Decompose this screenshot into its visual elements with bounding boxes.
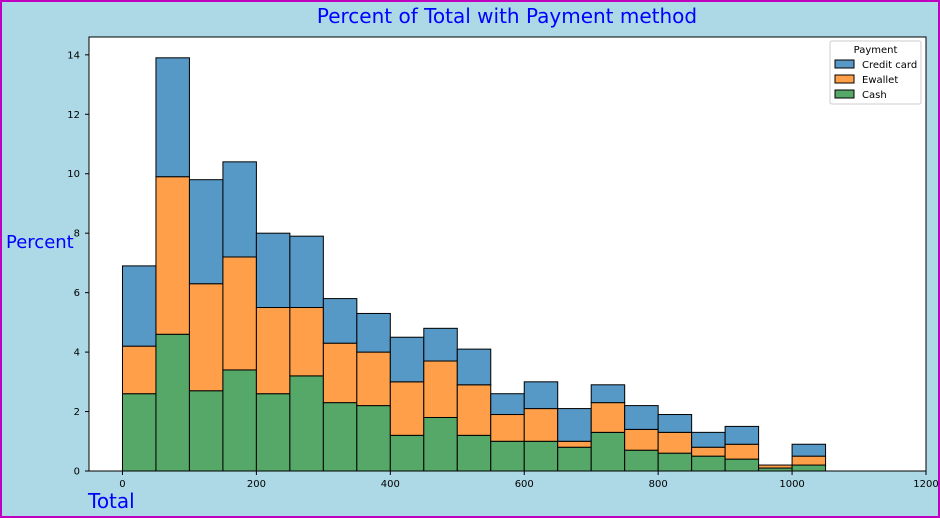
bar-ewallet-bin-4 [255, 307, 291, 395]
bar-credit-card-bin-4 [255, 232, 291, 309]
bar-ewallet-bin-13 [557, 440, 592, 448]
bar-credit-card-bin-9 [423, 327, 458, 362]
bar-cash-bin-18 [724, 458, 760, 472]
bar-ewallet-bin-14 [590, 402, 626, 433]
legend-swatch-cash [834, 89, 855, 99]
bar-ewallet-bin-7 [356, 351, 391, 407]
x-tick-label: 200 [247, 479, 266, 490]
bar-credit-card-bin-2 [188, 179, 224, 285]
y-axis-label: Percent [6, 232, 74, 253]
y-tick-label: 0 [74, 467, 80, 478]
bar-ewallet-bin-9 [423, 360, 458, 418]
y-ticks-group: 0 2 4 6 8 10 12 14 [67, 50, 89, 478]
bar-ewallet-bin-3 [222, 256, 257, 371]
x-tick-label: 800 [649, 479, 668, 490]
bar-credit-card-bin-10 [456, 348, 492, 386]
x-axis-label: Total [88, 489, 135, 513]
bar-ewallet-bin-12 [523, 408, 559, 442]
bar-credit-card-bin-15 [624, 405, 659, 430]
bar-ewallet-bin-11 [490, 414, 525, 442]
y-tick-label: 6 [74, 288, 80, 299]
y-tick-label: 14 [67, 50, 80, 61]
bar-cash-bin-10 [456, 434, 492, 472]
bar-cash-bin-6 [322, 402, 358, 472]
legend-title: Payment [854, 45, 898, 56]
chart-title: Percent of Total with Payment method [316, 4, 698, 28]
bar-ewallet-bin-15 [624, 428, 659, 451]
y-tick-label: 2 [74, 407, 80, 418]
bar-cash-bin-8 [389, 434, 425, 472]
bar-cash-bin-3 [222, 369, 257, 472]
bar-credit-card-bin-6 [322, 298, 358, 344]
bar-cash-bin-7 [356, 405, 391, 472]
plot-border [88, 36, 927, 472]
bar-credit-card-bin-5 [289, 235, 324, 309]
y-tick-label: 12 [67, 110, 80, 121]
bar-ewallet-bin-17 [691, 446, 726, 457]
bar-cash-bin-0 [121, 393, 157, 472]
bar-cash-bin-4 [255, 393, 291, 472]
bar-credit-card-bin-18 [724, 425, 760, 445]
bar-credit-card-bin-16 [657, 414, 693, 433]
x-tick-label: 1000 [779, 479, 804, 490]
legend-label-cash: Cash [862, 90, 887, 101]
bar-ewallet-bin-10 [456, 384, 492, 436]
bar-credit-card-bin-12 [523, 381, 559, 410]
bar-cash-bin-9 [423, 416, 458, 472]
bar-ewallet-bin-8 [389, 381, 425, 436]
bar-ewallet-bin-5 [289, 307, 324, 377]
bar-cash-bin-2 [188, 390, 224, 472]
bar-cash-bin-13 [557, 446, 592, 472]
y-tick-label: 4 [74, 348, 80, 359]
bar-ewallet-bin-1 [155, 176, 190, 335]
bar-ewallet-bin-20 [791, 455, 827, 466]
legend-label-ewallet: Ewallet [862, 75, 898, 86]
bar-credit-card-bin-1 [155, 57, 190, 178]
bars-group [121, 57, 827, 472]
bar-credit-card-bin-14 [590, 384, 626, 404]
bar-ewallet-bin-16 [657, 431, 693, 454]
bar-ewallet-bin-19 [758, 464, 793, 469]
legend-swatch-ewallet [834, 74, 855, 84]
bar-cash-bin-11 [490, 440, 525, 472]
bar-credit-card-bin-0 [121, 265, 157, 347]
bar-cash-bin-12 [523, 440, 559, 472]
bar-cash-bin-5 [289, 375, 324, 472]
bar-credit-card-bin-7 [356, 312, 391, 353]
y-tick-label: 10 [67, 169, 80, 180]
bar-credit-card-bin-8 [389, 336, 425, 383]
bar-ewallet-bin-2 [188, 283, 224, 392]
bar-credit-card-bin-20 [791, 443, 827, 457]
bar-cash-bin-20 [791, 464, 827, 472]
x-tick-label: 600 [515, 479, 534, 490]
bar-credit-card-bin-13 [557, 408, 592, 442]
legend: Payment Credit card Ewallet Cash [829, 40, 922, 105]
legend-label-credit-card: Credit card [862, 60, 917, 71]
bar-cash-bin-16 [657, 452, 693, 472]
y-tick-label: 8 [74, 229, 80, 240]
x-tick-label: 1200 [913, 479, 938, 490]
x-ticks-group: 0 200 400 600 800 1000 1200 [119, 471, 939, 490]
bar-credit-card-bin-17 [691, 431, 726, 448]
bar-cash-bin-1 [155, 333, 190, 472]
bar-credit-card-bin-11 [490, 393, 525, 416]
bar-ewallet-bin-18 [724, 443, 760, 460]
bar-ewallet-bin-6 [322, 342, 358, 404]
bar-credit-card-bin-3 [222, 161, 257, 258]
legend-swatch-credit-card [834, 59, 855, 69]
x-tick-label: 400 [381, 479, 400, 490]
x-tick-label: 0 [119, 479, 125, 490]
legend-box [829, 40, 922, 105]
bar-cash-bin-15 [624, 449, 659, 472]
bar-cash-bin-17 [691, 455, 726, 472]
bar-ewallet-bin-0 [121, 345, 157, 395]
bar-cash-bin-14 [590, 431, 626, 472]
